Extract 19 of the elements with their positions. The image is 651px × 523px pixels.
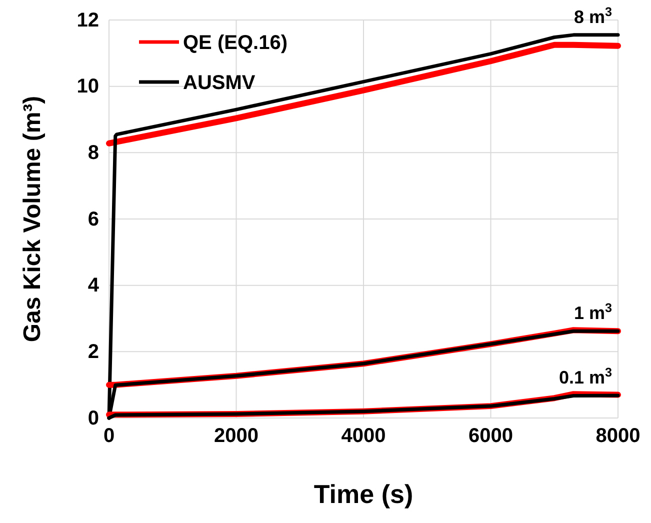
- annotation: 0.1 m$^{3}$: [558, 365, 612, 388]
- x-tick-label: 6000: [468, 425, 513, 448]
- x-tick-label: 0: [103, 425, 115, 448]
- y-tick-label: 4: [88, 274, 100, 297]
- legend-label: QE (EQ.16): [183, 32, 288, 54]
- y-tick-label: 0: [88, 407, 99, 430]
- x-axis-title: Time (s): [314, 479, 414, 509]
- legend-label: AUSMV: [183, 72, 256, 94]
- y-tick-label: 10: [76, 76, 99, 98]
- y-tick-label: 2: [88, 341, 99, 364]
- y-tick-label: 12: [76, 9, 99, 32]
- x-tick-label: 8000: [596, 425, 640, 448]
- x-tick-label: 2000: [214, 425, 258, 448]
- annotation: 1 m$^{3}$: [574, 301, 612, 324]
- y-tick-label: 8: [88, 142, 99, 164]
- y-tick-label: 6: [88, 208, 99, 230]
- x-tick-label: 4000: [341, 425, 386, 448]
- y-axis-title: Gas Kick Volume (m³): [19, 96, 46, 342]
- annotation: 8 m$^{3}$: [574, 4, 612, 27]
